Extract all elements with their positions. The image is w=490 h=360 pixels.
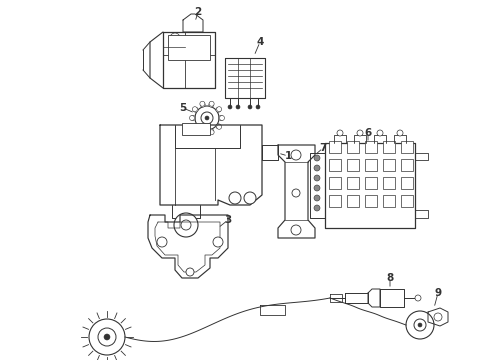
Bar [365,159,377,171]
Circle shape [314,175,320,181]
Circle shape [104,334,110,340]
Text: 3: 3 [224,215,232,225]
Bar [401,177,413,189]
Circle shape [200,129,205,134]
Circle shape [291,225,301,235]
Circle shape [314,165,320,171]
Circle shape [209,130,214,135]
Circle shape [157,237,167,247]
Circle shape [314,195,320,201]
Circle shape [292,189,300,197]
Circle shape [314,155,320,161]
Bar [329,177,341,189]
Circle shape [190,116,195,121]
Circle shape [98,328,116,346]
Circle shape [195,106,219,130]
Bar [383,177,395,189]
Circle shape [170,33,180,43]
Circle shape [219,116,223,121]
Bar [383,195,395,207]
Text: 4: 4 [256,37,264,47]
Circle shape [337,130,343,136]
Circle shape [201,112,213,124]
Circle shape [244,192,256,204]
Circle shape [193,124,197,129]
Circle shape [174,213,198,237]
Text: 6: 6 [365,128,371,138]
Circle shape [213,237,223,247]
Bar [347,195,359,207]
Bar [347,159,359,171]
Circle shape [314,205,320,211]
Bar [401,159,413,171]
Circle shape [415,295,421,301]
Circle shape [248,105,252,109]
Circle shape [377,130,383,136]
Bar [365,141,377,153]
Circle shape [291,150,301,160]
Circle shape [236,105,240,109]
Bar [329,159,341,171]
Circle shape [217,107,221,112]
Circle shape [406,311,434,339]
Circle shape [193,107,198,112]
Text: 5: 5 [179,103,187,113]
Bar [168,35,210,60]
Bar [329,141,341,153]
Circle shape [205,116,209,120]
Circle shape [200,102,205,107]
Circle shape [193,107,197,112]
Text: 8: 8 [387,273,393,283]
Circle shape [200,130,205,135]
Circle shape [357,130,363,136]
Circle shape [256,105,260,109]
Bar [365,177,377,189]
Circle shape [216,107,221,112]
Circle shape [172,35,178,41]
Circle shape [209,101,214,106]
Bar [383,141,395,153]
Bar [182,123,210,135]
Circle shape [193,124,198,129]
Text: 2: 2 [195,7,201,17]
Bar [347,177,359,189]
Circle shape [217,124,221,129]
Text: 7: 7 [319,143,327,153]
Bar [401,195,413,207]
Circle shape [229,192,241,204]
Bar [329,195,341,207]
Text: 1: 1 [284,151,292,161]
Circle shape [228,105,232,109]
Bar [365,195,377,207]
Circle shape [209,129,214,134]
Circle shape [191,116,196,121]
Circle shape [418,323,422,327]
Circle shape [216,124,221,129]
Circle shape [314,185,320,191]
Circle shape [220,116,224,121]
Text: 9: 9 [435,288,441,298]
Circle shape [186,268,194,276]
Bar [401,141,413,153]
Circle shape [89,319,125,355]
Circle shape [414,319,426,331]
Bar [347,141,359,153]
Bar [383,159,395,171]
Circle shape [209,102,214,107]
Circle shape [200,101,205,106]
Circle shape [397,130,403,136]
Circle shape [181,220,191,230]
Circle shape [434,313,442,321]
